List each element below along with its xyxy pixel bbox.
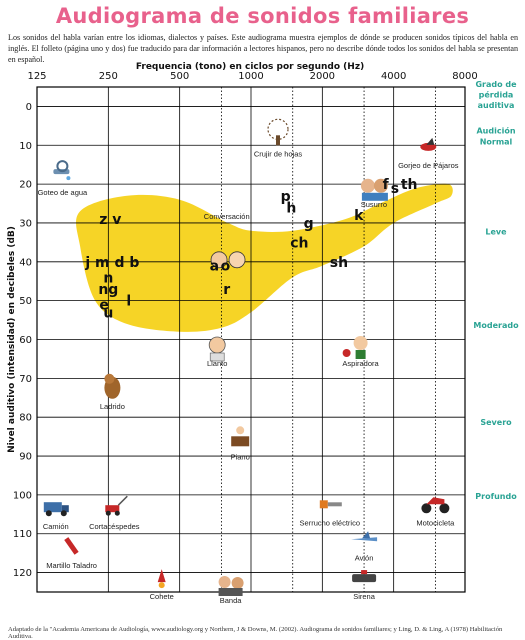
grid-layer (36, 86, 466, 593)
y-tick-label: 30 (19, 218, 32, 229)
speech-sound-z-v: z v (99, 212, 121, 228)
y-tick-label: 100 (13, 490, 32, 501)
speech-sound-a: a (210, 259, 219, 275)
y-axis-title: Nivel auditivo (intensidad) en decibeles… (7, 226, 17, 453)
conversation-face-right (228, 251, 246, 269)
sound-label-cortacespedes: Cortacéspedes (89, 522, 140, 531)
truck-icon (43, 502, 69, 517)
speech-sound-k: k (354, 208, 364, 224)
piano-icon (231, 426, 250, 447)
crying-baby-icon (208, 336, 226, 362)
motorcycle-icon (421, 497, 450, 514)
sound-label-avion: Avión (355, 553, 374, 562)
vacuum-icon (342, 336, 368, 359)
y-tick-label: 120 (13, 568, 32, 579)
degree-header: Grado de pérdida auditiva (475, 80, 517, 110)
speech-sound-n: n (103, 270, 113, 286)
bird-icon (420, 137, 437, 151)
speech-sound-r: r (223, 282, 230, 298)
degree-leve: Leve (485, 228, 507, 237)
speech-sound-sh: sh (330, 255, 348, 271)
sound-label-martillo-taladro: Martillo Taladro (46, 561, 97, 570)
y-tick-label: 40 (19, 257, 32, 268)
sound-label-piano: Piano (231, 452, 250, 461)
x-tick-label: 8000 (452, 71, 477, 82)
y-tick-label: 80 (19, 413, 32, 424)
speech-sound-p: p (281, 189, 291, 205)
degree-moderado: Moderado (473, 321, 519, 330)
speech-sound-e: e (99, 298, 109, 314)
x-tick-label: 250 (99, 71, 118, 82)
speech-sound-g: g (304, 216, 314, 232)
sound-label-aspiradora: Aspiradora (342, 359, 379, 368)
credit-line: Adaptado de la "Academia Americana de Au… (8, 626, 503, 640)
y-tick-label: 50 (19, 296, 32, 307)
speech-sound-h: h (286, 200, 296, 216)
x-tick-label: 2000 (310, 71, 335, 82)
y-tick-label: 70 (19, 374, 32, 385)
sound-label-cohete: Cohete (150, 592, 174, 601)
speech-sound-l: l (126, 294, 131, 310)
sound-label-ladrido: Ladrido (100, 402, 125, 411)
sound-label-susurro: Susurro (361, 200, 387, 209)
degree-profundo: Profundo (475, 492, 517, 501)
conversation-face-left (210, 251, 228, 269)
page-title: Audiograma de sonidos familiares (55, 4, 470, 28)
speech-banana-layer (76, 183, 453, 332)
speech-sound-ch: ch (290, 235, 308, 251)
x-axis-title: Frequencia (tono) en ciclos por segundo … (135, 62, 365, 72)
speech-sound-th: th (401, 177, 418, 193)
faucet-icon (53, 160, 71, 181)
speech-sound-j-m-d-b: j m d b (84, 255, 139, 271)
sound-label-gorjeo-de-pajaros: Gorjeo de Pájaros (398, 161, 459, 170)
dog-icon (104, 373, 121, 399)
sound-label-camion: Camión (43, 522, 69, 531)
degree-audicion-normal: Audición Normal (476, 126, 515, 147)
x-tick-label: 1000 (238, 71, 263, 82)
airplane-icon (351, 531, 378, 542)
chainsaw-icon (319, 500, 342, 509)
speech-banana (76, 183, 453, 332)
speech-sound-f: f (383, 177, 390, 193)
jackhammer-icon (64, 537, 79, 555)
x-tick-label: 125 (27, 71, 46, 82)
sound-label-llanto: Llanto (207, 359, 227, 368)
tick-labels-layer: 125 250 500 1000 2000 4000 8000 0 10 20 30 40 50 60 70… (7, 71, 478, 579)
speech-sound-s: s (391, 181, 399, 197)
sound-label-goteo-de-agua: Goteo de agua (38, 188, 88, 197)
sound-label-banda: Banda (220, 596, 243, 605)
y-tick-label: 110 (13, 529, 32, 540)
y-tick-label: 90 (19, 452, 32, 463)
y-tick-label: 20 (19, 180, 32, 191)
degree-labels-layer: Grado de pérdida auditiva Audición Normal Lev… (473, 80, 519, 501)
speech-sound-ng: ng (98, 282, 118, 298)
sound-label-crujir-de-hojas: Crujir de hojas (254, 149, 303, 158)
y-tick-label: 60 (19, 335, 32, 346)
degree-severo: Severo (480, 418, 512, 427)
speech-sound-u: u (103, 305, 113, 321)
lawnmower-icon (105, 495, 128, 516)
speech-sound-o: o (221, 259, 231, 275)
conversation-label: Conversación (204, 212, 250, 221)
rocket-icon (157, 569, 166, 589)
sound-label-serrucho-electrico: Serrucho eléctrico (300, 518, 360, 527)
band-icon (218, 576, 244, 596)
sound-icons-layer: Goteo de agua Crujir de hojas Gorjeo de Pá… (38, 118, 459, 605)
sound-label-motocicleta: Motocicleta (416, 518, 455, 527)
y-tick-label: 10 (19, 141, 32, 152)
x-tick-label: 4000 (381, 71, 406, 82)
x-tick-label: 500 (170, 71, 189, 82)
tree-icon (267, 118, 289, 146)
siren-icon (352, 570, 377, 583)
whisper-icon (360, 178, 388, 201)
sound-label-sirena: Sirena (353, 592, 376, 601)
intro-paragraph: Los sonidos del habla varían entre los i… (8, 33, 518, 64)
y-tick-label: 0 (26, 102, 32, 113)
